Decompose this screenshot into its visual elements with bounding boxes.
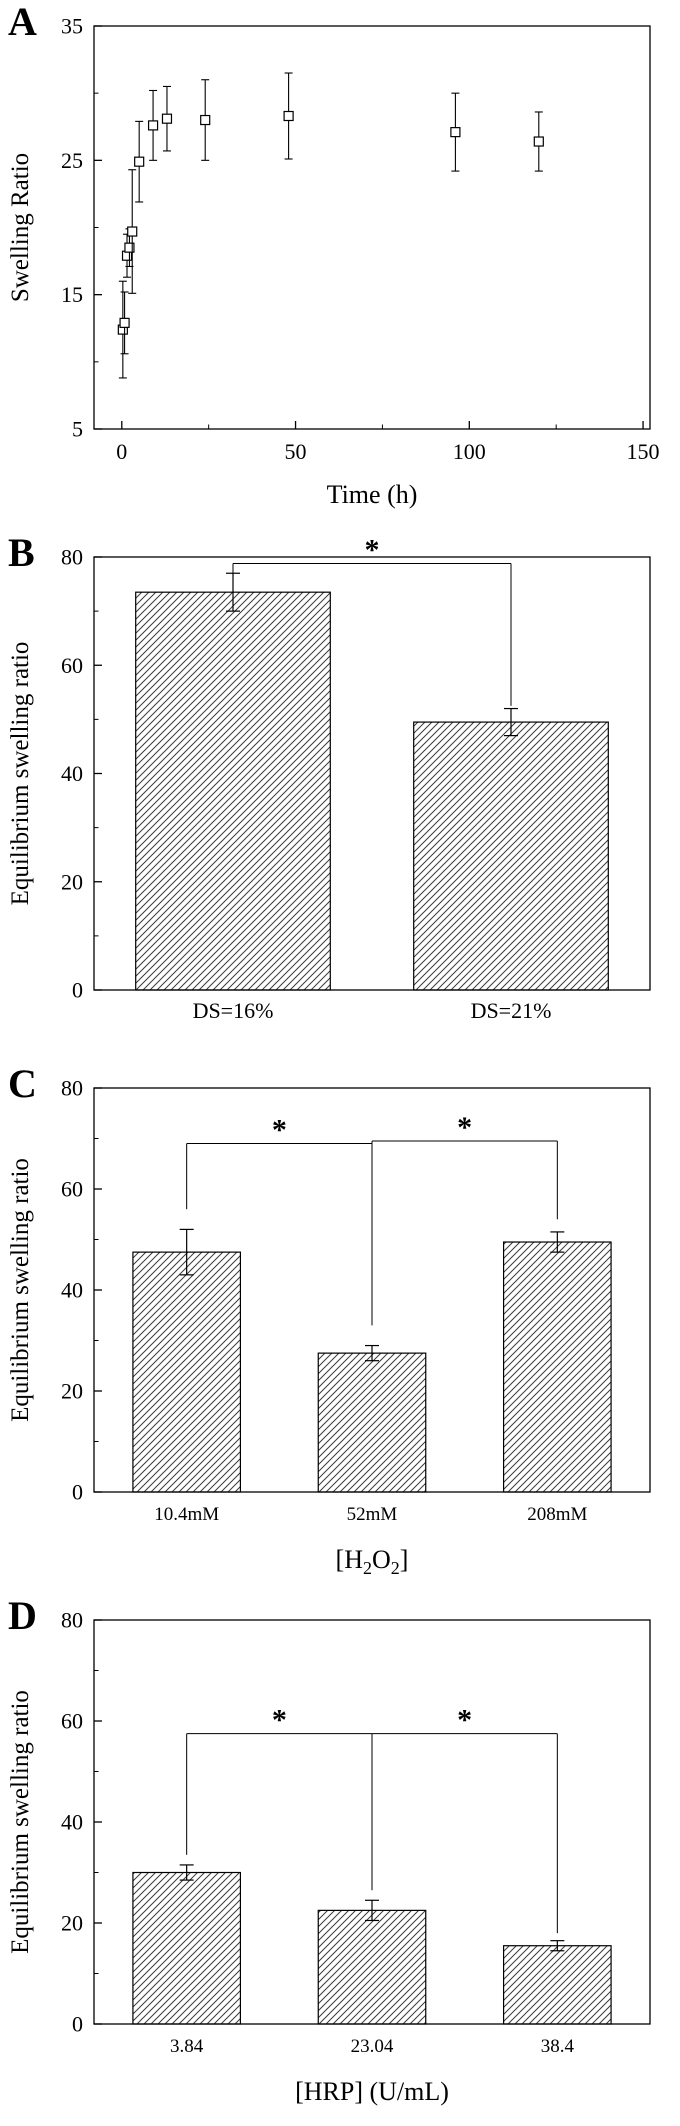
y-tick-label: 60	[61, 1709, 83, 1734]
y-tick-label: 60	[61, 653, 83, 678]
category-label: 38.4	[541, 2036, 575, 2057]
scatter-point	[124, 242, 135, 253]
plot-frame	[93, 25, 651, 430]
bar	[413, 721, 609, 991]
x-tick-label: 100	[453, 439, 486, 464]
bar	[502, 1241, 612, 1493]
bar	[317, 1909, 427, 2025]
panel-b: B 0 20 40 60 80 Equilibrium swelling ratio DS=…	[0, 531, 680, 1062]
scatter-point	[134, 156, 145, 167]
y-tick-label: 60	[61, 1177, 83, 1202]
y-tick-label: 20	[61, 1911, 83, 1936]
scatter-point	[533, 136, 544, 147]
category-label: 23.04	[351, 2036, 394, 2057]
category-label: 3.84	[170, 2036, 204, 2057]
scatter-point	[147, 120, 159, 131]
equilibrium-swelling-vs-ds-chart: 0 20 40 60 80 Equilibrium swelling ratio DS=16…	[7, 533, 651, 1023]
bar	[132, 1871, 242, 2025]
scatter-point	[450, 127, 461, 138]
y-tick-label: 0	[72, 1480, 83, 1505]
x-axis-title: [HRP] (U/mL)	[295, 2077, 449, 2106]
significance-star: *	[365, 533, 380, 566]
y-tick-label: 40	[61, 1278, 83, 1303]
equilibrium-swelling-vs-h2o2-chart: 0 20 40 60 80 Equilibrium swelling ratio 10.4m…	[7, 1076, 651, 1578]
panel-a-label: A	[8, 0, 37, 44]
category-label: 208mM	[527, 1504, 587, 1525]
y-tick-label: 0	[72, 2012, 83, 2037]
scatter-point	[200, 114, 211, 126]
panel-a: A 5 15 25 35 Swelling Ratio 0 50 100 150 Time (h)	[0, 0, 680, 531]
significance-star: *	[457, 1704, 472, 1737]
equilibrium-swelling-vs-hrp-chart: 0 20 40 60 80 Equilibrium swelling ratio 3.84 2…	[7, 1608, 651, 2106]
panel-d: D 0 20 40 60 80 Equilibrium swelling ratio 3.8…	[0, 1594, 680, 2126]
y-axis-title: Equilibrium swelling ratio	[7, 642, 34, 906]
y-tick-label: 25	[61, 148, 83, 173]
x-tick-label: 150	[627, 439, 660, 464]
category-label: DS=16%	[193, 998, 274, 1023]
y-tick-label: 40	[61, 1810, 83, 1835]
significance-star: *	[272, 1114, 287, 1147]
y-tick-label: 35	[61, 14, 83, 39]
category-label: 10.4mM	[154, 1504, 219, 1525]
y-axis-title: Equilibrium swelling ratio	[7, 1158, 34, 1422]
scatter-point	[161, 113, 173, 124]
bar	[317, 1352, 427, 1493]
y-tick-label: 80	[61, 545, 83, 570]
x-axis-title: [H2O2]	[336, 1545, 409, 1578]
y-tick-label: 5	[72, 417, 83, 442]
category-label: 52mM	[347, 1504, 398, 1525]
y-tick-label: 20	[61, 1379, 83, 1404]
x-axis-title: Time (h)	[327, 480, 418, 509]
bar	[502, 1945, 612, 2025]
y-tick-label: 20	[61, 869, 83, 894]
category-label: DS=21%	[471, 998, 552, 1023]
y-tick-label: 0	[72, 978, 83, 1003]
scatter-point	[127, 226, 138, 237]
y-tick-label: 40	[61, 761, 83, 786]
swelling-ratio-vs-time-chart: 5 15 25 35 Swelling Ratio 0 50 100 150 Time (h)	[7, 14, 660, 510]
panel-c: C 0 20 40 60 80 Equilibrium swelling ratio 10.…	[0, 1062, 680, 1594]
y-tick-label: 15	[61, 282, 83, 307]
panel-b-label: B	[8, 530, 35, 575]
panel-c-label: C	[8, 1061, 37, 1106]
y-axis-title: Equilibrium swelling ratio	[7, 1690, 34, 1954]
bar	[135, 591, 331, 991]
scatter-point	[119, 317, 130, 328]
y-axis-title: Swelling Ratio	[7, 153, 34, 302]
x-tick-label: 50	[285, 439, 307, 464]
y-tick-label: 80	[61, 1608, 83, 1633]
bar	[132, 1251, 242, 1493]
significance-star: *	[457, 1111, 472, 1144]
y-tick-label: 80	[61, 1076, 83, 1101]
scatter-point	[283, 110, 294, 122]
significance-star: *	[272, 1704, 287, 1737]
x-tick-label: 0	[116, 439, 127, 464]
panel-d-label: D	[8, 1593, 37, 1638]
